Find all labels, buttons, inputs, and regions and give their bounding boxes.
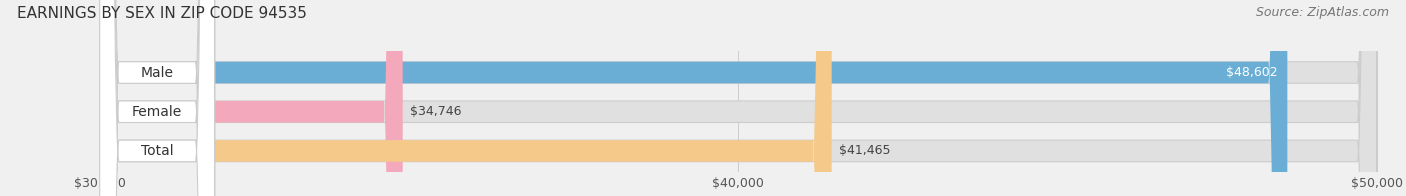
- FancyBboxPatch shape: [100, 0, 1376, 196]
- FancyBboxPatch shape: [100, 0, 1288, 196]
- Text: Source: ZipAtlas.com: Source: ZipAtlas.com: [1256, 6, 1389, 19]
- FancyBboxPatch shape: [100, 0, 832, 196]
- FancyBboxPatch shape: [100, 0, 402, 196]
- FancyBboxPatch shape: [100, 0, 215, 196]
- FancyBboxPatch shape: [100, 0, 1376, 196]
- Text: EARNINGS BY SEX IN ZIP CODE 94535: EARNINGS BY SEX IN ZIP CODE 94535: [17, 6, 307, 21]
- Text: Female: Female: [132, 105, 183, 119]
- Text: $34,746: $34,746: [411, 105, 461, 118]
- FancyBboxPatch shape: [100, 0, 215, 196]
- FancyBboxPatch shape: [100, 0, 1376, 196]
- Text: $48,602: $48,602: [1226, 66, 1277, 79]
- Text: $41,465: $41,465: [839, 144, 891, 157]
- FancyBboxPatch shape: [100, 0, 215, 196]
- Text: Total: Total: [141, 144, 173, 158]
- Text: Male: Male: [141, 65, 174, 80]
